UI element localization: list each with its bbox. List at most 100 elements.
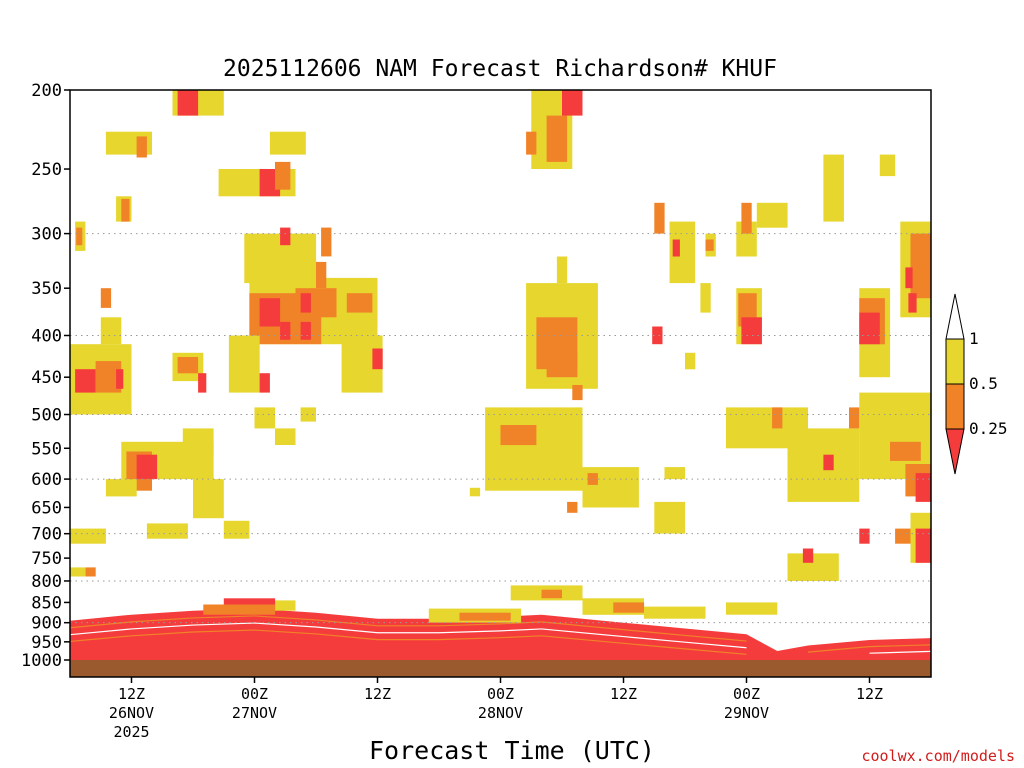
boundary-layer-streak <box>541 628 624 638</box>
richardson-cell <box>259 298 281 327</box>
richardson-cell <box>823 154 844 222</box>
richardson-cell <box>459 612 511 621</box>
boundary-layer-streak <box>192 615 255 619</box>
boundary-layer-streak <box>131 624 194 630</box>
richardson-cell <box>541 589 562 599</box>
richardson-cell <box>879 154 896 177</box>
richardson-cell <box>500 425 537 446</box>
richardson-cell <box>269 131 306 155</box>
y-tick-label: 800 <box>31 572 62 592</box>
x-axis-title: Forecast Time (UTC) <box>369 736 655 765</box>
richardson-cell <box>228 335 260 393</box>
richardson-cell <box>910 233 931 299</box>
boundary-layer-streak <box>438 630 501 634</box>
richardson-cell <box>700 283 711 313</box>
y-tick-label: 250 <box>31 160 62 180</box>
boundary-layer-streak <box>315 633 378 641</box>
richardson-cell <box>823 454 834 471</box>
colorbar-label: 0.25 <box>969 419 1008 438</box>
richardson-cell <box>654 202 665 234</box>
boundary-layer-streak <box>69 621 132 629</box>
richardson-cell <box>116 369 124 389</box>
colorbar-bin <box>945 338 965 385</box>
richardson-cell <box>223 520 250 539</box>
richardson-cell <box>259 373 270 393</box>
richardson-cell <box>177 90 199 116</box>
richardson-cell <box>105 479 137 497</box>
richardson-cell <box>915 473 931 502</box>
richardson-cell <box>567 501 578 513</box>
richardson-cell <box>654 501 686 534</box>
richardson-cell <box>223 598 276 609</box>
boundary-layer-streak <box>541 621 624 631</box>
boundary-layer-streak <box>192 622 255 626</box>
richardson-cell <box>280 227 291 246</box>
richardson-cell <box>259 169 281 197</box>
y-tick-label: 500 <box>31 406 62 426</box>
boundary-layer-streak <box>684 641 747 649</box>
richardson-cell <box>136 136 147 158</box>
boundary-layer-streak <box>623 635 686 643</box>
richardson-cell <box>915 528 931 563</box>
richardson-cell <box>895 528 911 544</box>
boundary-layer-streak <box>869 650 932 654</box>
y-tick-label: 900 <box>31 614 62 634</box>
gridlines <box>70 233 931 624</box>
x-tick-label: 12Z <box>856 685 883 703</box>
boundary-layer-streak <box>315 626 378 634</box>
colorbar-extend-low <box>945 428 965 475</box>
richardson-cell <box>75 369 96 393</box>
richardson-cell <box>193 479 224 519</box>
richardson-cell <box>908 293 917 313</box>
richardson-cell <box>100 317 122 345</box>
richardson-cell <box>756 202 788 228</box>
y-tick-label: 400 <box>31 326 62 346</box>
boundary-layer-streak <box>69 628 132 636</box>
colorbar-label: 0.5 <box>969 374 998 393</box>
richardson-cell <box>85 567 96 577</box>
plot-area <box>69 90 932 677</box>
boundary-layer-streak <box>684 648 747 655</box>
richardson-cell <box>613 602 645 613</box>
boundary-layer-streak <box>541 635 624 644</box>
richardson-cell <box>546 352 578 378</box>
richardson-cell <box>136 454 158 480</box>
y-tick-label: 600 <box>31 470 62 490</box>
richardson-cell <box>802 548 814 563</box>
boundary-layer-streak <box>869 644 932 648</box>
richardson-cell <box>890 441 921 461</box>
y-tick-label: 200 <box>31 81 62 101</box>
x-tick-date: 28NOV <box>478 704 523 722</box>
richardson-cell <box>275 428 296 445</box>
richardson-cell <box>275 161 291 190</box>
y-tick-label: 850 <box>31 593 62 613</box>
richardson-cell <box>100 288 112 308</box>
richardson-cell <box>300 407 316 422</box>
richardson-cell <box>146 523 188 539</box>
credit-link[interactable]: coolwx.com/models <box>861 747 1015 765</box>
x-tick-label: 00Z <box>487 685 514 703</box>
richardson-cell <box>741 202 752 234</box>
richardson-cell <box>198 373 207 393</box>
colorbar: 1 0.5 0.25 <box>945 293 1008 475</box>
richardson-cell <box>346 293 373 313</box>
richardson-cell <box>76 227 83 246</box>
richardson-cell <box>652 326 663 345</box>
boundary-layer-streak <box>438 637 501 641</box>
boundary-layer-streak <box>623 629 686 637</box>
richardson-cell <box>177 357 199 374</box>
richardson-cell <box>485 407 583 491</box>
richardson-cell <box>300 293 311 313</box>
richardson-cell <box>772 407 783 429</box>
y-tick-label: 550 <box>31 439 62 459</box>
richardson-cell <box>859 312 880 345</box>
richardson-cell <box>203 604 276 615</box>
boundary-layer-streak <box>254 615 317 621</box>
y-tick-label: 950 <box>31 633 62 653</box>
richardson-cell <box>372 348 383 370</box>
x-tick-date: 26NOV <box>109 704 154 722</box>
x-tick-date: 27NOV <box>232 704 277 722</box>
richardson-cell <box>70 528 106 544</box>
